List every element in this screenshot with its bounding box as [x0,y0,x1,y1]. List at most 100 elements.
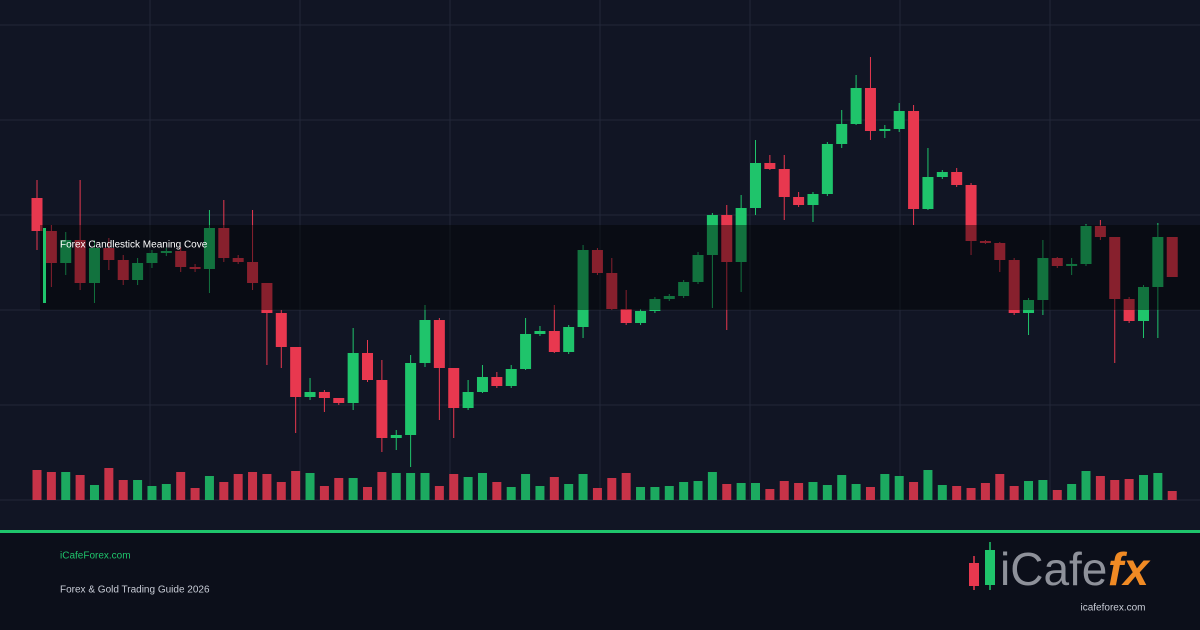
candle-body [160,251,172,253]
candle-body [405,363,417,435]
volume-bar [808,482,818,500]
volume-bar [549,477,559,500]
volume-bar [1110,480,1120,500]
candle-body [347,353,359,403]
candles [31,57,1178,467]
volume-bar [1095,476,1105,500]
volume-bar [477,473,487,500]
candle-body [232,258,244,262]
volume-bar [1067,484,1077,500]
candle-body [1037,258,1049,300]
volume-bar [190,488,200,500]
candle-body [362,353,374,380]
candle-body [304,392,316,397]
volume-bar [664,486,674,500]
volume-bar [248,472,258,500]
volume-bar [535,486,545,500]
volume-bar [391,473,401,500]
candle-body [965,185,977,241]
volume-bar [291,471,301,500]
volume-bar [319,486,329,500]
volume-bar [765,489,775,500]
volume-bar [406,473,416,500]
candle-body [1152,237,1164,287]
candle-body [850,88,862,124]
candle-body [476,377,488,392]
footer-tagline: Forex & Gold Trading Guide 2026 [60,585,210,596]
volume-bar [377,472,387,500]
volume-bar [1081,471,1091,500]
candle-body [663,296,675,299]
candle-body [893,111,905,129]
candle-body [879,129,891,131]
candle-body [807,194,819,205]
volume-bar [707,472,717,500]
candle-body [88,248,100,283]
volume-bar [693,481,703,500]
logo: iCafe fx icafeforex.com [969,542,1151,614]
overlay-band [40,225,1200,310]
volume-bar [32,470,42,500]
candle-body [1137,287,1149,321]
volume-bar [492,482,502,500]
candle-body [936,172,948,177]
candle-body [750,163,761,208]
candle-body [821,144,833,194]
candle-body [390,435,402,438]
candle-body [836,124,848,144]
volume-bar [1024,481,1034,500]
volume-bar [650,487,660,500]
footer-divider [0,530,1200,533]
volume-bar [578,474,588,500]
candle-body [448,368,460,408]
volume-bar [434,486,444,500]
volume-bar [176,472,186,500]
overlay-text: Forex Candlestick Meaning Cove [60,240,208,251]
logo-main: iCafe [1000,543,1107,595]
volume-bar [952,486,962,500]
volume-bar [420,473,430,500]
volume-bar [75,475,85,500]
candle-body [620,309,632,323]
volume-bar [995,474,1005,500]
volume-bar [736,483,746,500]
volume-bar [1009,486,1019,500]
candle-body [290,347,302,397]
volume-bar [334,478,344,500]
candle-body [994,243,1006,260]
volume-bar [1124,479,1134,500]
volume-bar [463,477,473,500]
volume-bar [147,486,157,500]
candle-body [764,163,776,169]
volume-bar [1138,475,1148,500]
candle-body [1066,264,1078,266]
volume-bar [46,472,56,500]
volume-bar [865,487,875,500]
candle-body [1094,226,1106,237]
candle-body [979,241,991,243]
volume-bar [219,482,229,500]
candle-body [1051,258,1063,266]
volume-bar [133,480,143,500]
volume-bar [521,474,531,500]
volume-bar [909,482,919,500]
volume-bar [937,485,947,500]
candle-body [951,172,963,185]
volume-bar [880,474,890,500]
candle-body [132,263,144,280]
volume-bar [61,472,71,500]
candle-body [103,248,115,260]
volume-bar [1038,480,1048,500]
volume-bar [923,470,933,500]
candle-body [563,327,575,352]
volume-bar [621,473,631,500]
candle-body [1123,299,1135,321]
candle-body [591,250,603,273]
candle-body [419,320,431,363]
candle-body [735,208,747,262]
volume-bar [262,474,272,500]
volume-bar [276,482,286,500]
candle-body [778,169,790,197]
candle-body [203,228,215,269]
candle-body [692,255,704,282]
